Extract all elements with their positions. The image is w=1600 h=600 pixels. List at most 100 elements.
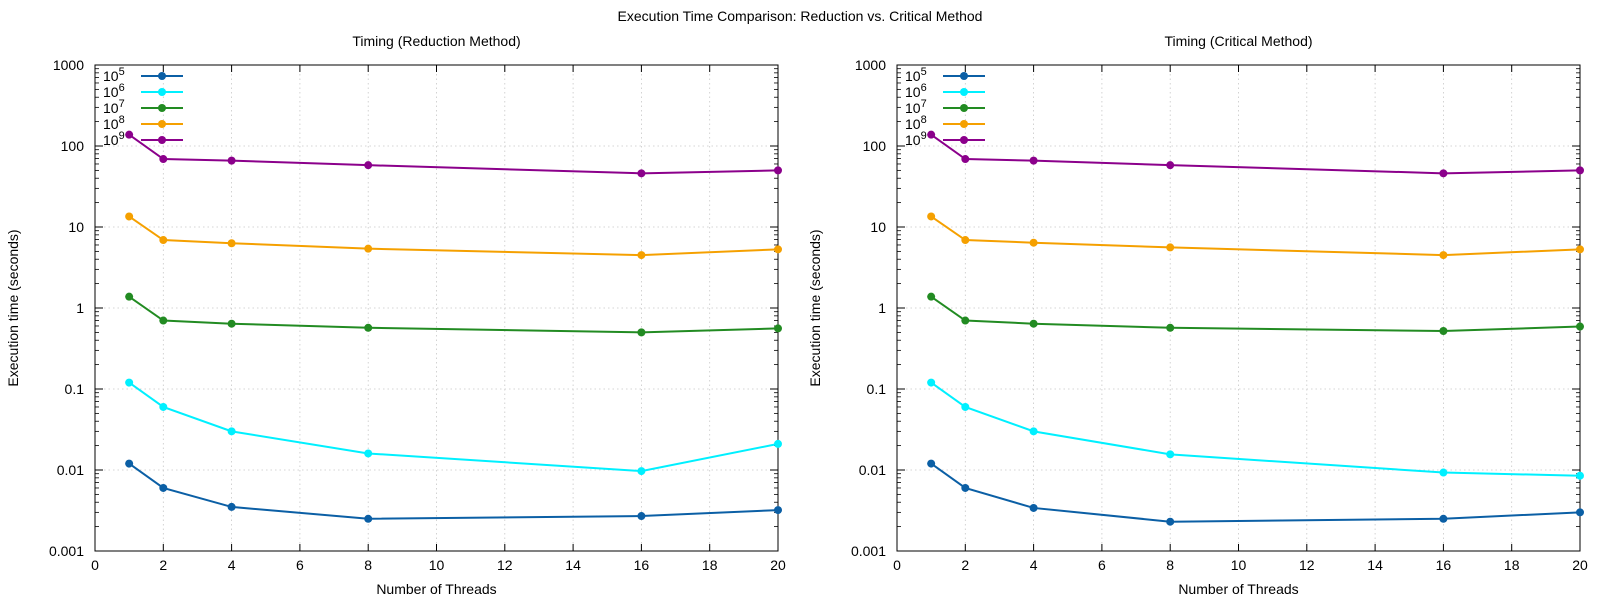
data-point-10e9 (1439, 169, 1448, 178)
y-tick-label: 1 (878, 300, 886, 316)
x-tick-label: 14 (1367, 557, 1383, 573)
series-line-10e9 (930, 133, 1581, 175)
data-point-10e9 (961, 155, 970, 164)
series-line-10e5 (128, 462, 779, 520)
data-point-10e8 (159, 236, 168, 245)
legend-label-10e5: 105 (905, 66, 927, 84)
legend-swatch-marker-10e7 (960, 104, 968, 112)
data-point-10e9 (159, 155, 168, 164)
legend-label-10e6: 106 (103, 82, 125, 100)
data-point-10e5 (774, 506, 782, 515)
data-point-10e5 (1576, 508, 1584, 517)
x-tick-label: 6 (1098, 557, 1106, 573)
data-point-10e7 (364, 323, 373, 332)
data-point-10e6 (364, 449, 373, 458)
data-point-10e5 (1166, 517, 1175, 526)
data-point-10e8 (774, 245, 782, 254)
data-point-10e9 (125, 130, 134, 139)
data-point-10e7 (637, 328, 646, 337)
x-tick-label: 0 (893, 557, 901, 573)
x-tick-label: 0 (91, 557, 99, 573)
y-tick-label: 0.1 (65, 381, 85, 397)
x-tick-label: 16 (1436, 557, 1452, 573)
y-tick-label: 0.001 (851, 543, 886, 559)
x-axis-label: Number of Threads (376, 581, 496, 597)
figure-title: Execution Time Comparison: Reduction vs.… (617, 8, 983, 24)
data-point-10e9 (927, 130, 936, 139)
data-point-10e8 (1029, 238, 1038, 247)
panel-title: Timing (Critical Method) (1164, 33, 1312, 49)
y-axis-label: Execution time (seconds) (5, 229, 21, 386)
data-point-10e8 (637, 251, 646, 260)
data-point-10e6 (1166, 450, 1175, 459)
data-point-10e6 (159, 402, 168, 411)
x-tick-label: 18 (1504, 557, 1520, 573)
legend-label-10e8: 108 (905, 114, 927, 132)
x-tick-label: 10 (1231, 557, 1247, 573)
legend-label-10e5: 105 (103, 66, 125, 84)
x-tick-label: 10 (429, 557, 445, 573)
y-tick-label: 0.01 (859, 462, 886, 478)
data-point-10e9 (364, 161, 373, 170)
data-point-10e7 (1166, 323, 1175, 332)
legend-label-10e9: 109 (905, 130, 927, 148)
data-point-10e8 (364, 244, 373, 253)
y-tick-label: 1 (76, 300, 84, 316)
data-point-10e9 (1576, 166, 1584, 175)
data-point-10e7 (774, 324, 782, 333)
legend-swatch-marker-10e5 (158, 72, 166, 80)
legend-swatch-marker-10e8 (158, 120, 166, 128)
data-point-10e5 (159, 483, 168, 492)
series-line-10e7 (128, 295, 779, 334)
y-tick-label: 0.1 (867, 381, 887, 397)
y-tick-label: 100 (863, 138, 887, 154)
legend-swatch-marker-10e9 (960, 136, 968, 144)
data-point-10e6 (125, 378, 134, 387)
data-point-10e5 (961, 483, 970, 492)
y-tick-label: 0.01 (57, 462, 84, 478)
y-tick-label: 10 (870, 219, 886, 235)
data-point-10e5 (125, 459, 134, 468)
legend-label-10e8: 108 (103, 114, 125, 132)
x-tick-label: 4 (228, 557, 236, 573)
data-point-10e5 (1029, 503, 1038, 512)
panel-title: Timing (Reduction Method) (352, 33, 520, 49)
x-tick-label: 14 (565, 557, 581, 573)
data-point-10e5 (1439, 514, 1448, 523)
legend-label-10e9: 109 (103, 130, 125, 148)
data-point-10e8 (1439, 251, 1448, 260)
data-point-10e6 (927, 378, 936, 387)
legend-swatch-marker-10e5 (960, 72, 968, 80)
data-point-10e9 (774, 166, 782, 175)
chart-panel-critical: 0 2 4 6 8 10 12 14 16 18 20 0.001 0.01 0.1 1 10 100 1000 T… (807, 33, 1588, 597)
data-point-10e6 (637, 467, 646, 476)
legend-swatch-marker-10e6 (960, 88, 968, 96)
x-tick-label: 4 (1030, 557, 1038, 573)
x-tick-label: 2 (961, 557, 969, 573)
x-tick-label: 8 (364, 557, 372, 573)
data-point-10e6 (774, 439, 782, 448)
data-point-10e5 (637, 512, 646, 521)
series-line-10e8 (930, 215, 1581, 257)
y-tick-label: 1000 (855, 57, 886, 73)
data-point-10e5 (227, 502, 236, 511)
data-point-10e8 (961, 236, 970, 245)
data-point-10e8 (1166, 243, 1175, 252)
y-tick-label: 100 (61, 138, 85, 154)
data-point-10e7 (1439, 327, 1448, 336)
data-point-10e9 (1029, 156, 1038, 165)
series-line-10e8 (128, 215, 779, 257)
series-line-10e6 (930, 381, 1581, 477)
x-tick-label: 18 (702, 557, 718, 573)
x-tick-label: 16 (634, 557, 650, 573)
data-point-10e7 (159, 316, 168, 325)
data-point-10e8 (227, 239, 236, 248)
data-point-10e7 (1576, 322, 1584, 331)
x-tick-label: 12 (497, 557, 513, 573)
data-point-10e9 (1166, 161, 1175, 170)
data-point-10e9 (227, 156, 236, 165)
data-point-10e6 (227, 427, 236, 436)
legend-label-10e7: 107 (905, 98, 927, 116)
x-tick-label: 20 (1572, 557, 1588, 573)
